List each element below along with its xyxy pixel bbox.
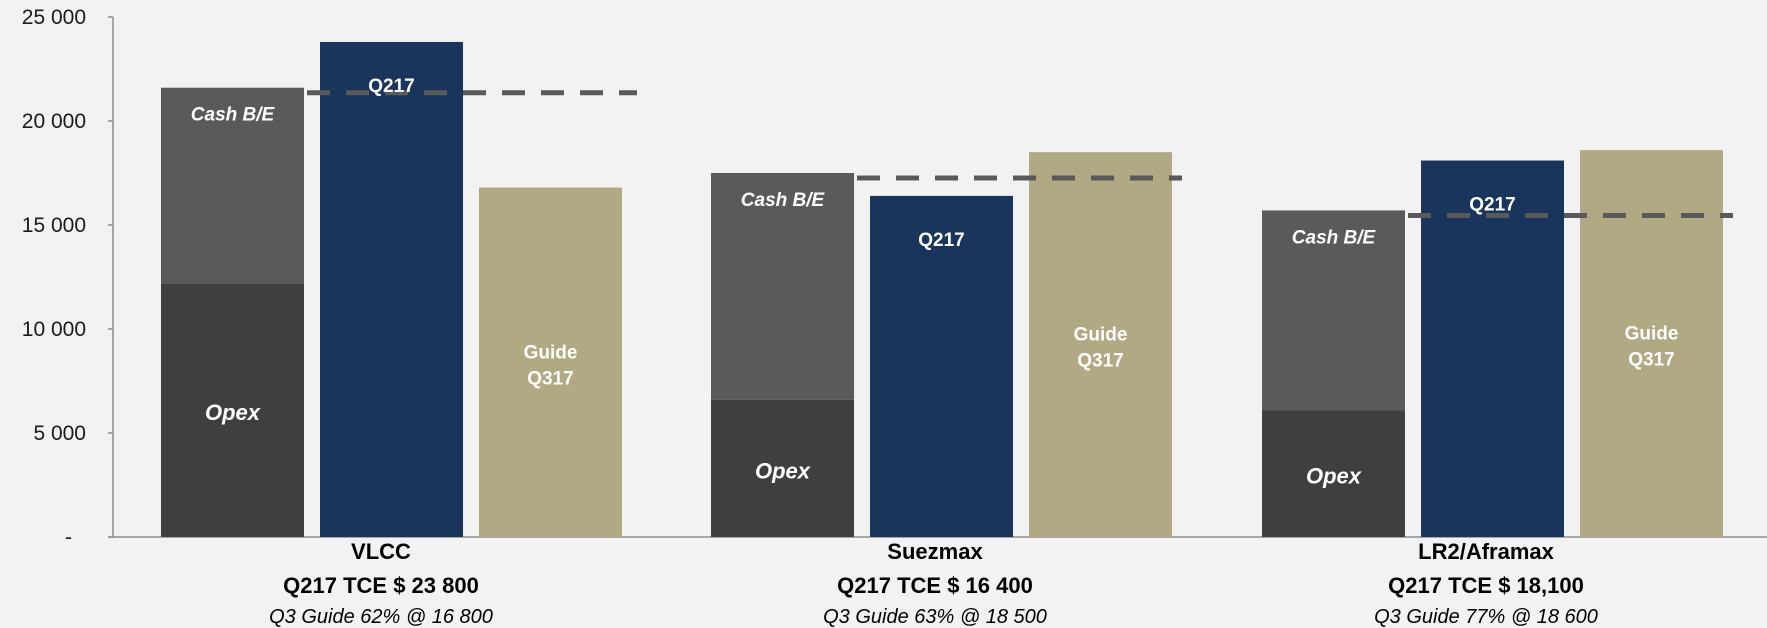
cash-be-bar: [1262, 210, 1405, 411]
guide-bar: [1029, 152, 1172, 537]
y-tick-label: 25 000: [22, 6, 86, 29]
cash-be-bar: [161, 87, 304, 284]
y-tick-label: 15 000: [22, 214, 86, 237]
y-tick-label: -: [65, 526, 72, 549]
q217-bar: [320, 41, 463, 538]
guide-label-line2: Q317: [527, 368, 573, 389]
guide-label-line1: Guide: [524, 342, 578, 363]
cash-be-label: Cash B/E: [191, 105, 276, 126]
opex-bar: [1262, 410, 1405, 537]
opex-bar: [161, 283, 304, 537]
q217-label: Q217: [918, 230, 964, 251]
category-guide-label: Q3 Guide 77% @ 18 600: [1374, 606, 1598, 628]
opex-bar: [711, 399, 854, 537]
guide-label-line2: Q317: [1077, 351, 1123, 372]
q217-label: Q217: [1469, 195, 1515, 216]
cash-be-bar: [711, 173, 854, 400]
opex-label: Opex: [755, 458, 811, 483]
opex-label: Opex: [1306, 464, 1362, 489]
category-tce-label: Q217 TCE $ 16 400: [837, 573, 1033, 598]
category-guide-label: Q3 Guide 63% @ 18 500: [823, 606, 1047, 628]
category-name: Suezmax: [887, 539, 983, 564]
category-name: LR2/Aframax: [1418, 539, 1554, 564]
category-tce-label: Q217 TCE $ 18,100: [1388, 573, 1584, 598]
category-tce-label: Q217 TCE $ 23 800: [283, 573, 479, 598]
cash-be-label: Cash B/E: [1292, 227, 1377, 248]
q217-label: Q217: [368, 76, 414, 97]
q217-bar: [870, 195, 1013, 537]
q217-bar: [1421, 160, 1564, 537]
category-name: VLCC: [351, 539, 411, 564]
guide-label-line1: Guide: [1074, 325, 1128, 346]
guide-label-line2: Q317: [1628, 350, 1674, 371]
guide-bar: [479, 187, 622, 537]
category-guide-label: Q3 Guide 62% @ 16 800: [269, 606, 493, 628]
opex-label: Opex: [205, 400, 261, 425]
y-tick-label: 20 000: [22, 110, 86, 133]
cash-be-label: Cash B/E: [741, 190, 826, 211]
y-tick-label: 10 000: [22, 318, 86, 341]
guide-label-line1: Guide: [1625, 324, 1679, 345]
y-tick-label: 5 000: [33, 422, 86, 445]
